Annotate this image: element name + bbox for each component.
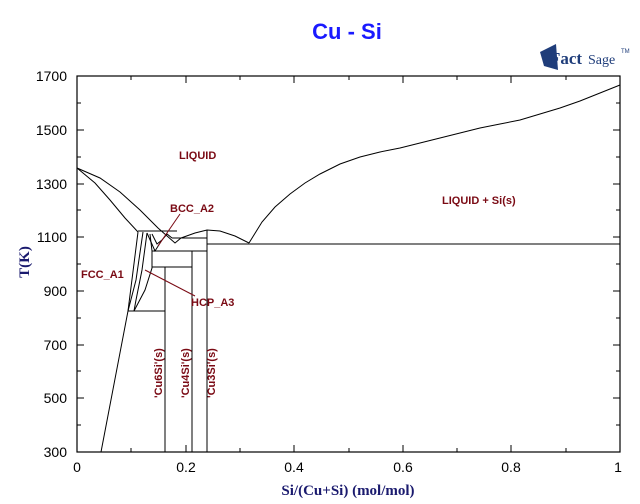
y-tick-label: 1300 — [36, 176, 67, 192]
fcc-solvus-line — [100, 231, 139, 453]
region-label-liquid-si: LIQUID + Si(s) — [442, 195, 516, 207]
y-tick-label: 1500 — [36, 122, 67, 138]
x-tick-label: 0.6 — [393, 459, 413, 475]
hcp-boundary-right — [133, 233, 153, 312]
hcp-boundary-left — [133, 232, 148, 312]
region-label-cu4si: 'Cu4Si'(s) — [180, 348, 192, 398]
x-axis-ticks — [130, 76, 567, 452]
factsage-logo: Fact Sage TM — [540, 44, 630, 70]
region-label-bcc: BCC_A2 — [170, 203, 214, 215]
x-axis-label: Si/(Cu+Si) (mol/mol) — [281, 483, 414, 499]
y-tick-label: 700 — [44, 337, 68, 353]
y-tick-label: 1100 — [37, 229, 67, 245]
cu3si-liquidus-bump — [180, 229, 250, 244]
x-tick-label: 0 — [73, 459, 81, 475]
x-tick-label: 0.2 — [176, 459, 196, 475]
region-label-liquid: LIQUID — [179, 150, 216, 162]
bcc-inner-boundary — [151, 233, 163, 245]
cu-solidus-line — [76, 167, 139, 233]
y-tick-label: 1700 — [36, 68, 67, 84]
fcc-hcp-boundary-line — [127, 231, 144, 312]
y-axis-ticks — [77, 102, 620, 426]
chart-title: Cu - Si — [312, 19, 382, 44]
hcp-leader-line — [144, 269, 196, 297]
x-tick-label: 0.4 — [284, 459, 304, 475]
logo-trademark: TM — [621, 49, 630, 55]
logo-sub-text: Sage — [588, 53, 615, 68]
y-tick-label: 900 — [44, 283, 68, 299]
y-tick-labels: 1700 1500 1300 1100 900 700 500 300 — [36, 68, 67, 460]
si-liquidus-line — [248, 84, 621, 244]
bcc-leader-line — [157, 213, 181, 247]
x-tick-label: 1 — [614, 459, 622, 475]
y-axis-label: T(K) — [17, 246, 33, 278]
x-tick-labels: 0 0.2 0.4 0.6 0.8 1 — [73, 459, 622, 475]
logo-mark-icon — [540, 44, 558, 70]
region-label-fcc: FCC_A1 — [81, 269, 124, 281]
phase-boundaries — [76, 84, 621, 453]
region-label-hcp: HCP_A3 — [191, 297, 234, 309]
cu-liquidus-line — [76, 167, 182, 244]
y-tick-label: 300 — [44, 444, 68, 460]
x-tick-label: 0.8 — [501, 459, 521, 475]
region-label-cu6si: 'Cu6Si'(s) — [153, 348, 165, 398]
y-tick-label: 500 — [44, 390, 68, 406]
logo-main-text: Fact — [550, 49, 582, 68]
region-label-cu3si: 'Cu3Si'(s) — [206, 348, 218, 398]
